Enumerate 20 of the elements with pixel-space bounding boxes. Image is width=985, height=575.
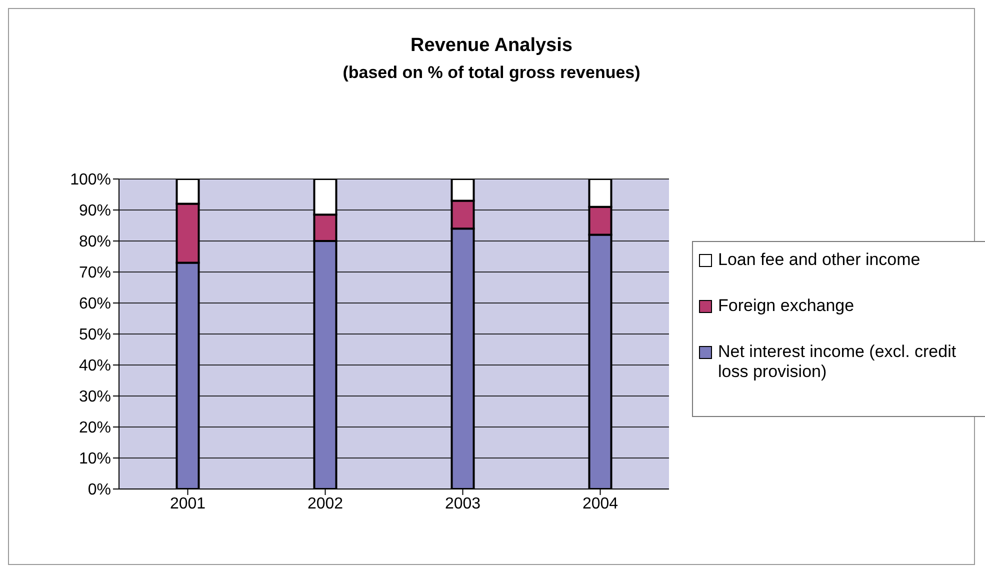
x-tick-label: 2004 [582, 495, 618, 512]
y-tick-label: 0% [88, 482, 111, 499]
y-tick-label: 100% [70, 172, 111, 189]
y-tick-label: 30% [78, 388, 111, 406]
y-tick-label: 90% [78, 202, 111, 220]
y-tick-label: 80% [78, 234, 111, 251]
legend-label: Loan fee and other income [718, 250, 920, 270]
y-tick-label: 50% [78, 326, 111, 344]
x-tick-label: 2003 [444, 495, 481, 512]
x-tick-label: 2002 [307, 495, 344, 512]
legend-label: Net interest income (excl. credit loss provision) [718, 342, 958, 382]
x-tick-label: 2001 [170, 495, 206, 512]
legend-label: Foreign exchange [718, 296, 854, 316]
y-tick-label: 70% [78, 264, 111, 282]
chart-title: Revenue Analysis [410, 35, 574, 57]
y-tick-label: 60% [78, 296, 111, 313]
y-tick-label: 40% [78, 358, 111, 375]
y-tick-label: 20% [78, 420, 111, 437]
y-tick-label: 10% [78, 450, 111, 468]
chart-subtitle: (based on % of total gross revenues) [342, 63, 642, 83]
